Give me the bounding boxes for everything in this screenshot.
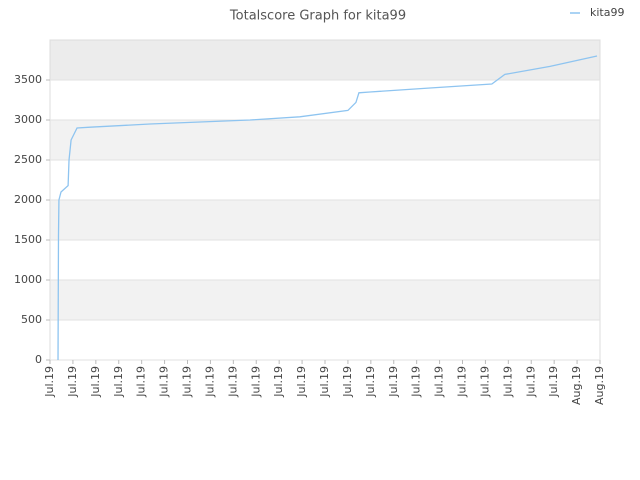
x-tick-label: Jul.19	[547, 366, 560, 398]
x-tick-label: Jul.19	[158, 366, 171, 398]
legend-label: kita99	[590, 6, 624, 19]
line	[57, 55, 598, 361]
y-tick-label: 0	[35, 353, 42, 366]
x-tick-label: Jul.19	[410, 366, 423, 398]
x-tick-label: Jul.19	[135, 366, 148, 398]
grid-band	[50, 40, 600, 80]
x-tick-label: Jul.19	[112, 366, 125, 398]
x-tick-label: Jul.19	[433, 366, 446, 398]
x-tick-label: Jul.19	[341, 366, 354, 398]
x-tick-label: Aug.19	[593, 366, 606, 405]
y-tick-label: 3000	[14, 113, 42, 126]
y-tick-label: 3500	[14, 73, 42, 86]
y-tick-label: 1500	[14, 233, 42, 246]
x-tick-label: Jul.19	[89, 366, 102, 398]
x-tick-label: Jul.19	[272, 366, 285, 398]
x-tick-label: Jul.19	[364, 366, 377, 398]
y-tick-label: 500	[21, 313, 42, 326]
x-tick-label: Jul.19	[524, 366, 537, 398]
grid-band	[50, 200, 600, 240]
grid-band	[50, 280, 600, 320]
x-tick-label: Jul.19	[501, 366, 514, 398]
grid-band	[50, 120, 600, 160]
x-tick-label: Jul.19	[203, 366, 216, 398]
chart-title: Totalscore Graph for kita99	[229, 9, 406, 24]
x-tick-label: Jul.19	[295, 366, 308, 398]
x-tick-label: Jul.19	[226, 366, 239, 398]
x-tick-label: Jul.19	[181, 366, 194, 398]
y-tick-label: 1000	[14, 273, 42, 286]
x-tick-label: Jul.19	[318, 366, 331, 398]
x-tick-label: Jul.19	[43, 366, 56, 398]
x-tick-label: Aug.19	[570, 366, 583, 405]
x-tick-label: Jul.19	[478, 366, 491, 398]
x-tick-label: Jul.19	[66, 366, 79, 398]
x-tick-label: Jul.19	[387, 366, 400, 398]
x-tick-label: Jul.19	[456, 366, 469, 398]
y-tick-label: 2000	[14, 193, 42, 206]
y-tick-label: 2500	[14, 153, 42, 166]
x-tick-label: Jul.19	[249, 366, 262, 398]
